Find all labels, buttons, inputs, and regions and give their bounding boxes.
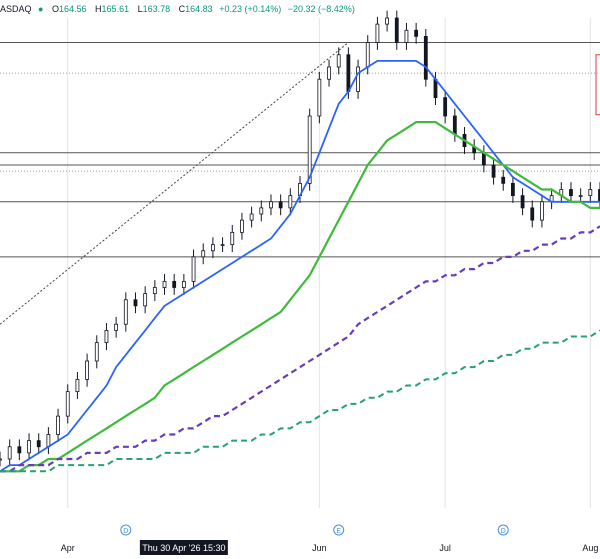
candle-body-62 [598, 189, 600, 203]
low-value: 163.78 [142, 4, 171, 14]
candle-body-46 [443, 97, 448, 117]
candle-body-38 [365, 42, 370, 68]
event-marker-label-2: D [501, 528, 506, 535]
candle-body-42 [404, 29, 409, 43]
candle-body-11 [104, 329, 109, 344]
candle-body-7 [65, 391, 70, 417]
candle-body-19 [181, 280, 186, 288]
close-label: C [178, 4, 186, 14]
candle-body-44 [423, 35, 428, 80]
candle-body-27 [259, 207, 264, 215]
candle-body-10 [94, 342, 99, 362]
ohlc-legend: ASDAQ ● O164.56 H165.61 L163.78 C164.83 … [0, 4, 359, 14]
ma-slow-line [0, 225, 600, 473]
candle-body-3 [27, 440, 31, 454]
x-tick-label-2: Jul [439, 543, 451, 553]
trend-line [0, 42, 349, 325]
event-marker-1 [333, 524, 345, 536]
candle-body-53 [511, 182, 515, 197]
event-marker-label-0: D [123, 528, 128, 535]
ma-mid-line [0, 121, 600, 473]
candle-body-22 [211, 244, 215, 252]
candle-body-24 [230, 231, 235, 246]
candle-body-33 [317, 78, 322, 117]
candle-body-35 [336, 54, 341, 68]
high-value: 165.61 [101, 4, 130, 14]
candle-body-34 [327, 66, 331, 80]
candle-body-51 [491, 164, 496, 178]
candle-body-5 [46, 434, 51, 448]
low-label: L [137, 4, 143, 14]
open-value: 164.56 [59, 4, 87, 14]
candle-body-32 [307, 115, 312, 184]
crosshair-label: Thu 30 Apr '26 15:30 [142, 543, 225, 553]
high-label: H [95, 4, 102, 14]
change-value-2: −20.32 (−8.42%) [287, 4, 355, 14]
candle-body-30 [288, 195, 293, 209]
candle-body-15 [143, 293, 148, 307]
candle-body-6 [56, 415, 60, 435]
candle-body-20 [191, 256, 196, 282]
candle-body-13 [123, 299, 128, 325]
candle-body-17 [162, 280, 167, 288]
ma-long-line [0, 329, 600, 473]
candle-body-9 [85, 360, 89, 380]
annotation-rect [595, 54, 600, 116]
candle-body-40 [385, 17, 389, 25]
candle-body-60 [578, 195, 583, 198]
symbol-label: ASDAQ [0, 4, 32, 14]
open-label: O [51, 4, 59, 14]
ma-fast-line [0, 60, 600, 473]
x-tick-label-0: Apr [61, 543, 75, 553]
candle-body-37 [356, 66, 360, 92]
candle-body-1 [7, 446, 12, 460]
candle-body-4 [36, 440, 41, 448]
candle-body-28 [269, 201, 273, 209]
crosshair-label-box [139, 540, 228, 555]
event-marker-0 [120, 524, 132, 536]
candle-body-54 [520, 195, 525, 209]
change-value: +0.23 (+0.14%) [219, 4, 282, 14]
candle-body-21 [201, 250, 206, 258]
candle-body-47 [452, 115, 457, 135]
candle-body-59 [569, 189, 573, 197]
x-tick-label-1: Jun [312, 543, 327, 553]
candle-body-23 [220, 244, 225, 247]
candle-body-29 [278, 201, 283, 209]
candle-body-43 [414, 29, 419, 37]
candle-body-18 [172, 280, 177, 288]
candle-body-12 [114, 323, 119, 331]
candle-body-14 [133, 299, 138, 307]
candle-body-39 [375, 23, 380, 43]
candle-body-36 [346, 54, 351, 92]
event-marker-2 [497, 524, 509, 536]
candle-body-8 [75, 378, 80, 393]
close-value: 164.83 [185, 4, 213, 14]
candle-body-52 [501, 176, 506, 184]
candle-body-26 [249, 213, 254, 221]
candle-body-55 [530, 207, 535, 221]
candle-body-61 [588, 189, 593, 197]
candle-body-25 [240, 219, 244, 233]
candle-body-56 [540, 201, 544, 221]
event-marker-label-1: E [336, 528, 341, 535]
candle-body-41 [394, 17, 399, 43]
candle-body-0 [0, 458, 2, 461]
candle-body-2 [17, 446, 22, 454]
x-tick-label-3: Aug [582, 543, 598, 553]
status-dot-icon: ● [38, 4, 44, 14]
candle-body-16 [152, 287, 157, 295]
